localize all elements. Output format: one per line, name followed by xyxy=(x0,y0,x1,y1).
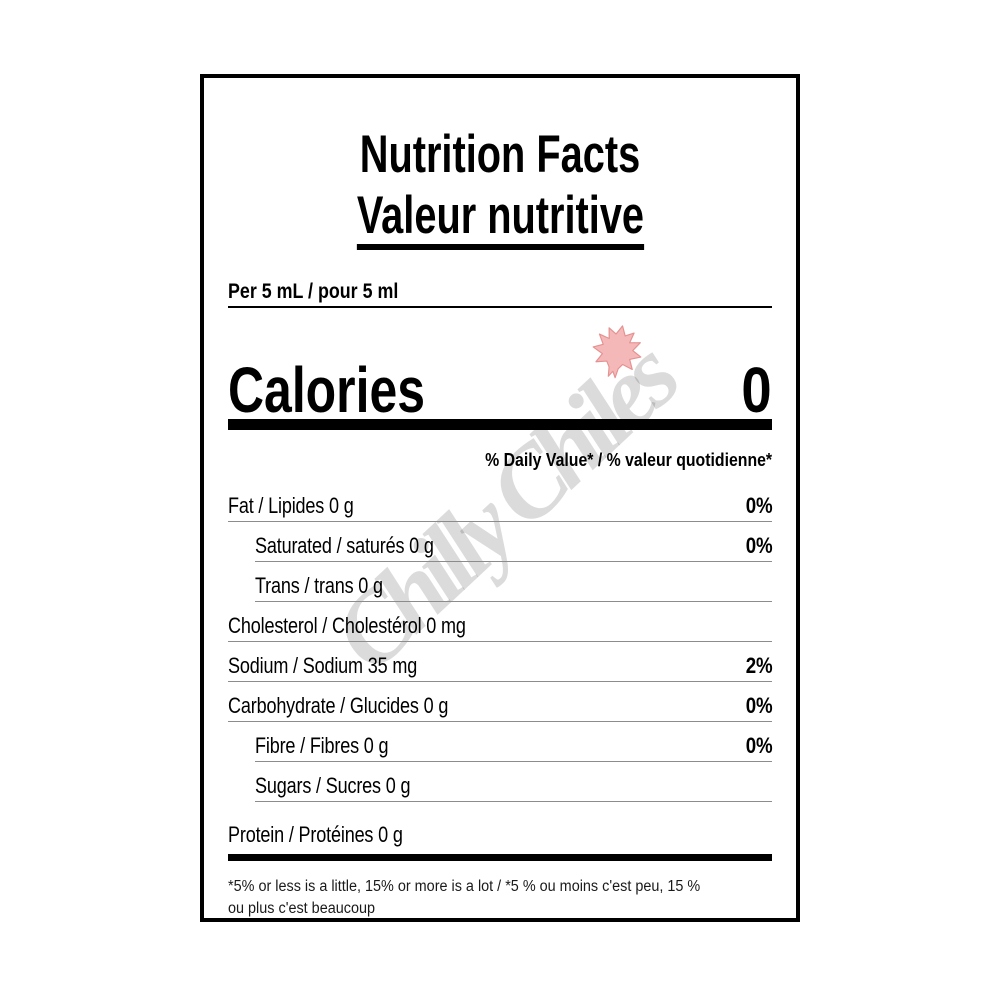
title-french: Valeur nutritive xyxy=(228,189,772,250)
nutrient-percent: 0% xyxy=(745,693,772,719)
nutrient-name: Protein / Protéines 0 g xyxy=(228,822,403,848)
serving-size: Per 5 mL / pour 5 ml xyxy=(228,280,772,309)
nutrient-percent: 0% xyxy=(745,533,772,559)
title-english: Nutrition Facts xyxy=(228,128,772,181)
nutrient-name: Cholesterol / Cholestérol 0 mg xyxy=(228,613,466,639)
daily-value-header-text: % Daily Value* / % valeur quotidienne* xyxy=(485,450,772,471)
footnote-line-2: ou plus c'est beaucoup xyxy=(228,900,376,918)
nutrient-row-cholesterol: Cholesterol / Cholestérol 0 mg xyxy=(228,602,772,643)
footnote-divider-bar xyxy=(228,854,772,862)
calories-label: Calories xyxy=(228,354,425,427)
nutrient-row-carbohydrate: Carbohydrate / Glucides 0 g 0% xyxy=(228,682,772,723)
nutrient-percent: 2% xyxy=(745,653,772,679)
nutrient-row-protein: Protein / Protéines 0 g xyxy=(228,802,772,852)
nutrient-name: Sodium / Sodium 35 mg xyxy=(228,653,418,679)
serving-size-text: Per 5 mL / pour 5 ml xyxy=(228,280,399,303)
footnote: *5% or less is a little, 15% or more is … xyxy=(228,876,772,920)
nutrient-rows: Fat / Lipides 0 g 0% Saturated / saturés… xyxy=(228,482,772,852)
title-english-text: Nutrition Facts xyxy=(359,125,641,184)
title-french-text: Valeur nutritive xyxy=(356,189,644,250)
nutrient-row-fibre: Fibre / Fibres 0 g 0% xyxy=(255,722,772,763)
nutrient-percent: 0% xyxy=(745,493,772,519)
label-content: Nutrition Facts Valeur nutritive Per 5 m… xyxy=(204,128,796,968)
calories-row: Calories 0 xyxy=(228,354,772,427)
nutrient-row-trans: Trans / trans 0 g xyxy=(255,562,772,603)
nutrient-name: Saturated / saturés 0 g xyxy=(255,533,434,559)
nutrient-name: Trans / trans 0 g xyxy=(255,573,383,599)
daily-value-header: % Daily Value* / % valeur quotidienne* xyxy=(228,450,772,470)
nutrient-row-sodium: Sodium / Sodium 35 mg 2% xyxy=(228,642,772,683)
nutrient-name: Fat / Lipides 0 g xyxy=(228,493,354,519)
calories-value: 0 xyxy=(741,354,772,427)
nutrition-facts-label: Chilly Chiles Nutrition Facts Valeur nut… xyxy=(200,74,800,922)
nutrient-name: Fibre / Fibres 0 g xyxy=(255,733,389,759)
nutrient-percent: 0% xyxy=(745,733,772,759)
nutrient-row-saturated: Saturated / saturés 0 g 0% xyxy=(255,522,772,563)
calories-divider-bar xyxy=(228,419,772,431)
nutrient-row-sugars: Sugars / Sucres 0 g xyxy=(255,762,772,803)
nutrient-name: Carbohydrate / Glucides 0 g xyxy=(228,693,449,719)
footnote-line-1: *5% or less is a little, 15% or more is … xyxy=(228,878,701,896)
nutrient-name: Sugars / Sucres 0 g xyxy=(255,773,411,799)
nutrient-row-fat: Fat / Lipides 0 g 0% xyxy=(228,482,772,523)
